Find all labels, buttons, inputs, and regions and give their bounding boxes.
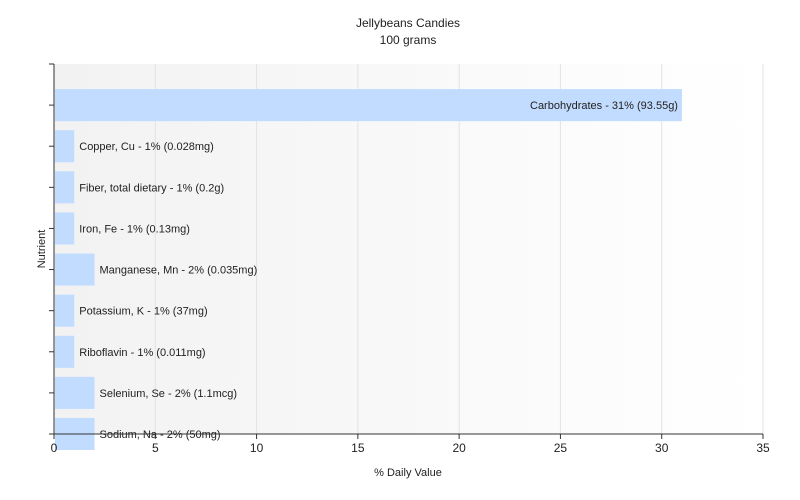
bar [55,130,75,163]
x-tick-label: 10 [250,441,264,455]
x-tick-label: 5 [152,441,159,455]
bar-label: Manganese, Mn - 2% (0.035mg) [100,265,258,277]
x-axis-label: % Daily Value [374,467,442,479]
bar-label: Fiber, total dietary - 1% (0.2g) [79,182,224,194]
chart-subtitle: 100 grams [380,33,437,47]
y-axis-label: Nutrient [36,230,48,269]
x-ticks: 0 5 10 15 20 25 30 35 [51,434,770,455]
bar-label: Selenium, Se - 2% (1.1mcg) [100,388,238,400]
x-tick-label: 25 [554,441,568,455]
bar [55,89,682,122]
bar-label: Copper, Cu - 1% (0.028mg) [79,141,214,153]
bar-label: Iron, Fe - 1% (0.13mg) [79,223,190,235]
bar [55,171,75,204]
axes [53,64,763,435]
bar [55,253,95,286]
bar-label: Riboflavin - 1% (0.011mg) [79,347,205,359]
bar [55,335,75,368]
bar-label: Carbohydrates - 31% (93.55g) [530,100,678,112]
y-ticks [49,63,54,435]
x-tick-label: 30 [655,441,669,455]
bars: Carbohydrates - 31% (93.55g) Copper, Cu -… [55,89,682,451]
grid-lines [154,64,764,434]
bar [55,294,75,327]
bar-label: Potassium, K - 1% (37mg) [79,306,207,318]
x-tick-label: 20 [452,441,466,455]
x-tick-label: 35 [756,441,770,455]
bar-label: Sodium, Na - 2% (50mg) [100,429,221,441]
x-tick-label: 15 [351,441,365,455]
bar [55,212,75,245]
plot-area [54,64,763,434]
chart-title: Jellybeans Candies [356,16,460,30]
bar [55,376,95,409]
x-tick-label: 0 [51,441,58,455]
